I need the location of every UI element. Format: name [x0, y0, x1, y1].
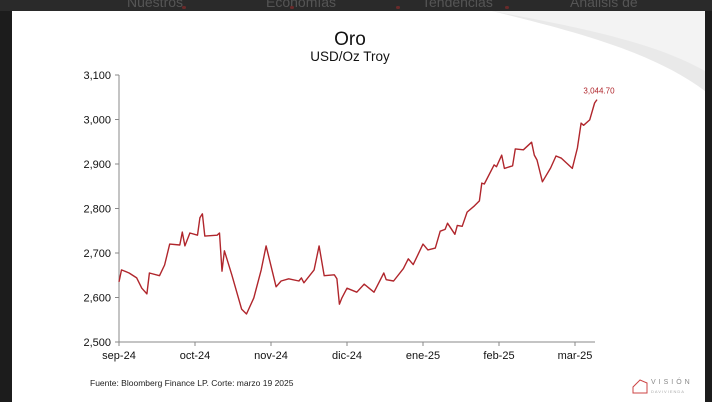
last-value-label: 3,044.70 [583, 87, 615, 96]
gold-price-chart: Oro USD/Oz Troy 2,500 2,600 2,700 2,800 2,90… [83, 29, 615, 362]
y-tick-label: 2,800 [83, 204, 111, 216]
x-tick-label: oct-24 [180, 350, 211, 362]
y-tick-label: 2,700 [83, 248, 111, 260]
x-tick-label: nov-24 [254, 350, 288, 362]
svg-text:VISIÓN: VISIÓN [651, 377, 693, 386]
y-tick-label: 3,100 [83, 70, 111, 82]
nav-item-nuestros[interactable]: Nuestros [127, 0, 184, 10]
chart-subtitle: USD/Oz Troy [310, 49, 390, 64]
chevron-down-icon [290, 6, 294, 9]
x-tick-label: dic-24 [332, 350, 362, 362]
decorative-swoosh [492, 11, 705, 91]
y-tick-label: 2,600 [83, 293, 111, 305]
chevron-down-icon [396, 6, 400, 9]
gold-price-line [118, 99, 598, 315]
vision-davivienda-logo: VISIÓN DAVIVIENDA [632, 377, 693, 394]
top-navigation: Nuestros Economías Tendencias Análisis d… [0, 0, 712, 11]
y-tick-label: 3,000 [83, 115, 111, 127]
chart-card: Oro USD/Oz Troy 2,500 2,600 2,700 2,800 2,90… [12, 11, 705, 402]
chart-title: Oro [334, 29, 366, 50]
y-tick-label: 2,500 [83, 337, 111, 349]
x-tick-label: mar-25 [558, 350, 593, 362]
x-tick-label: ene-25 [406, 350, 440, 362]
x-tick-label: feb-25 [483, 350, 514, 362]
x-tick-label: sep-24 [102, 350, 136, 362]
nav-item-tendencias[interactable]: Tendencias [422, 0, 493, 10]
source-note: Fuente: Bloomberg Finance LP. Corte: mar… [90, 378, 294, 388]
nav-item-analisis[interactable]: Análisis de [570, 0, 638, 10]
nav-item-economias[interactable]: Economías [266, 0, 337, 10]
svg-text:DAVIVIENDA: DAVIVIENDA [651, 389, 685, 394]
chevron-down-icon [182, 6, 186, 9]
chevron-down-icon [505, 6, 509, 9]
y-tick-label: 2,900 [83, 159, 111, 171]
